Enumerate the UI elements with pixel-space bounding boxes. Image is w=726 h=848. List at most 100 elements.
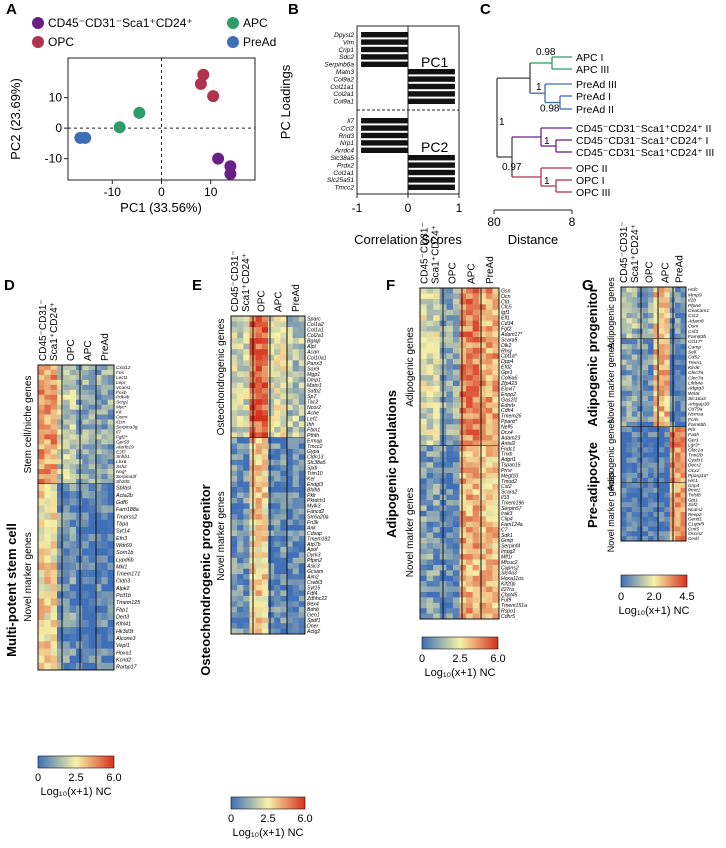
heatmap-cell [637,416,643,423]
heatmap-cell [69,459,77,465]
heatmap-cell [237,410,244,417]
heatmap-cell [675,302,681,309]
heatmap-cell [243,487,250,493]
heatmap-cell [231,332,238,339]
heatmap-cell [298,338,306,345]
heatmap-cell [642,328,649,335]
heatmap-cell [637,287,643,293]
loading-bar [408,91,455,97]
heatmap-cell [433,304,441,311]
heatmap-cell [237,617,244,624]
heatmap-cell [420,510,427,517]
heatmap-gene-label: Ceacam1 [688,308,709,314]
heatmap-cell [274,459,281,466]
heatmap-cell [658,462,665,469]
scatter-point [194,77,207,90]
heatmap-cell [243,459,250,466]
heatmap-cell [231,552,238,559]
dendro-leaf-label: APC III [576,64,609,76]
heatmap-cell [268,525,275,531]
heatmap-cell [231,470,238,477]
heatmap-cell [479,320,487,327]
loading-gene-label: Ccl2 [341,125,354,132]
heatmap-cell [631,375,638,381]
heatmap-cell [466,293,473,300]
heatmap-cell [658,531,665,537]
heatmap-cell [459,537,467,544]
loadings-bars: Dpysl2VimCrip1Sdc2Serpinb6aMatn3Col9a2Co… [324,26,463,215]
heatmap-cell [231,448,238,455]
heatmap-cell [621,287,627,293]
heatmap-cell [446,564,454,571]
heatmap-cell [88,562,96,571]
heatmap-cell [57,379,64,386]
heatmap-gene-label: Fbp1 [116,607,128,613]
heatmap-cell [637,467,643,474]
heatmap-cell [286,470,293,477]
heatmap-cell [420,554,427,560]
heatmap-cell [664,380,671,386]
heatmap-cell [466,554,473,560]
heatmap-cell [82,384,89,391]
heatmap-cell [420,353,427,360]
heatmap-cell [452,559,460,566]
heatmap-cell [648,447,654,453]
heatmap-cell [76,409,83,415]
heatmap-cell [459,331,467,338]
heatmap-cell [95,662,102,671]
heatmap-cell [621,390,627,397]
heatmap-cell [57,498,64,506]
heatmap-cell [452,483,460,490]
heatmap-cell [57,584,64,592]
heatmap-cell [426,396,434,403]
heatmap-cell [459,326,467,332]
heatmap-gene-label: Gpr50 [116,439,129,444]
heatmap-cell [637,307,643,314]
heatmap-cell [653,462,660,469]
heatmap-cell [466,347,473,354]
heatmap-cell [63,414,70,420]
heatmap-cell [675,437,681,443]
heatmap-cell [420,304,427,311]
heatmap-cell [261,316,269,322]
heatmap-cell [101,641,108,649]
scatter-point [224,167,237,180]
heatmap-cell [286,487,293,493]
heatmap-cell [658,492,665,498]
heatmap-cell [648,401,654,407]
color-scale-tick: 2.5 [68,772,83,784]
loading-bar [361,118,408,124]
loading-gene-label: Vim [343,39,355,46]
heatmap-cell [466,500,473,506]
heatmap-cell [82,444,89,450]
heatmap-cell [675,427,681,433]
heatmap-cell [38,419,45,425]
heatmap-cell [292,525,300,531]
heatmap-cell [298,497,306,504]
heatmap-cell [57,484,64,492]
heatmap-cell [653,344,660,350]
heatmap-cell [466,516,473,522]
heatmap-cell [286,327,293,333]
heatmap-cell [459,337,467,343]
heatmap-cell [107,409,115,415]
heatmap-cell [237,338,244,345]
scatter-point [197,68,210,81]
heatmap-cell [466,602,473,609]
heatmap-gene-label: Cerkl [688,536,700,541]
heatmap-cell [274,552,281,559]
heatmap-cell [485,402,493,409]
heatmap-cell [621,359,627,366]
heatmap-cell [472,510,480,517]
heatmap-cell [680,472,687,479]
heatmap-cell [420,326,427,332]
heatmap-cell [82,429,89,435]
heatmap-cell [653,395,660,402]
heatmap-cell [95,409,102,415]
heatmap-cell [69,365,77,371]
heatmap-cell [50,534,58,542]
color-scale-bar [230,796,306,810]
heatmap-cell [433,369,441,376]
heatmap-cell [292,410,300,417]
